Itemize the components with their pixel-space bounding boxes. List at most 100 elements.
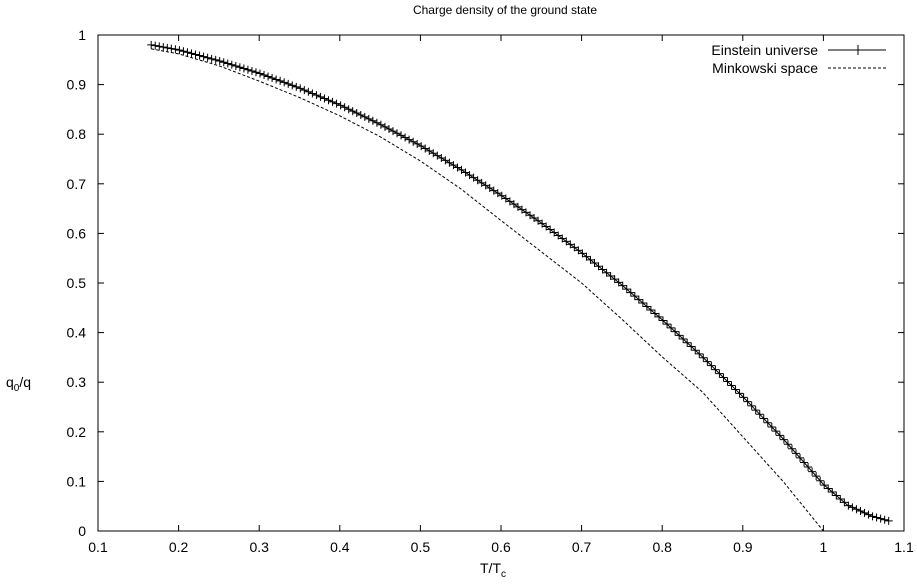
series-point-einstein	[880, 515, 889, 524]
series-point-einstein	[715, 369, 724, 378]
series-point-einstein	[804, 463, 813, 472]
series-point-einstein	[513, 202, 522, 211]
series-point-einstein	[417, 142, 426, 151]
series-point-einstein	[304, 87, 313, 96]
series-point-einstein	[288, 81, 297, 90]
series-point-einstein	[860, 508, 869, 517]
series-point-einstein	[501, 194, 510, 203]
series-point-einstein	[175, 46, 184, 55]
series-point-einstein	[550, 228, 559, 237]
series-point-einstein	[199, 52, 208, 61]
series-point-einstein	[223, 59, 232, 68]
series-point-einstein	[727, 381, 736, 390]
series-point-einstein	[247, 66, 256, 75]
x-axis-label-base: T/T	[480, 560, 501, 576]
legend-label-minkowski: Minkowski space	[712, 60, 818, 76]
series-point-einstein	[167, 44, 176, 53]
y-tick-label: 0.4	[67, 325, 87, 341]
series-point-einstein	[352, 109, 361, 118]
series-point-einstein	[699, 353, 708, 362]
series-point-einstein	[316, 92, 325, 101]
x-tick-label: 0.7	[572, 539, 592, 555]
series-point-einstein	[292, 82, 301, 91]
series-point-einstein	[409, 137, 418, 146]
y-axis-label-rest: /q	[19, 374, 31, 390]
y-tick-label: 0.9	[67, 77, 87, 93]
series-point-einstein	[751, 406, 760, 415]
legend-marker-einstein	[853, 45, 863, 55]
y-tick-label: 0.8	[67, 126, 87, 142]
series-point-einstein	[534, 216, 543, 225]
series-point-einstein	[703, 357, 712, 366]
series-point-einstein	[763, 418, 772, 427]
series-point-einstein	[151, 41, 160, 50]
series-point-einstein	[384, 124, 393, 133]
series-point-einstein	[679, 335, 688, 344]
series-point-einstein	[272, 75, 281, 84]
x-tick-label: 1.1	[894, 539, 914, 555]
y-axis: 0 0.1 0.2 0.3 0.4 0.5 0.6 0.7 0.8 0.9 1	[67, 27, 904, 539]
series-point-einstein	[380, 122, 389, 131]
series-point-einstein	[755, 410, 764, 419]
series-point-einstein	[159, 43, 168, 52]
series-point-einstein	[268, 73, 277, 82]
series-point-einstein	[284, 79, 293, 88]
series-point-einstein	[808, 467, 817, 476]
series-point-einstein	[449, 161, 458, 170]
series-point-einstein	[485, 183, 494, 192]
series-point-einstein	[191, 50, 200, 59]
series-point-einstein	[747, 401, 756, 410]
series-point-einstein	[328, 97, 337, 106]
x-axis-label-subscript: c	[501, 569, 506, 580]
y-axis-label-subscript: 0	[14, 383, 20, 394]
series-point-einstein	[707, 361, 716, 370]
series-point-einstein	[280, 78, 289, 87]
series-line-einstein	[151, 44, 890, 522]
series-point-einstein	[852, 505, 861, 514]
series-point-einstein	[828, 488, 837, 497]
series-point-einstein	[650, 309, 659, 318]
series-point-einstein	[590, 259, 599, 268]
series-point-einstein	[630, 292, 639, 301]
series-point-einstein	[481, 181, 490, 190]
x-tick-label: 1	[820, 539, 828, 555]
series-point-einstein	[530, 213, 539, 222]
series-point-einstein	[388, 127, 397, 136]
series-point-einstein	[493, 189, 502, 198]
series-point-einstein	[671, 327, 680, 336]
x-axis-label: T/Tc	[480, 560, 506, 580]
series-point-einstein	[425, 146, 434, 155]
y-tick-label: 0.6	[67, 225, 87, 241]
series-point-einstein	[864, 510, 873, 519]
series-point-einstein	[614, 278, 623, 287]
series-point-einstein	[505, 197, 514, 206]
series-point-einstein	[602, 268, 611, 277]
series-point-einstein	[832, 491, 841, 500]
series-point-einstein	[570, 243, 579, 252]
series-point-einstein	[574, 246, 583, 255]
x-tick-label: 0.9	[733, 539, 753, 555]
series-point-einstein	[562, 237, 571, 246]
series-point-einstein	[219, 58, 228, 67]
series-point-einstein	[812, 472, 821, 481]
series-point-einstein	[155, 42, 164, 51]
series-point-einstein	[368, 116, 377, 125]
series-point-einstein	[453, 163, 462, 172]
series-point-einstein	[509, 200, 518, 209]
series-point-einstein	[147, 40, 156, 49]
y-axis-label-base: q	[6, 374, 14, 390]
series-layer	[147, 40, 893, 532]
series-point-einstein	[441, 156, 450, 165]
series-point-einstein	[332, 99, 341, 108]
series-point-einstein	[227, 60, 236, 69]
series-point-einstein	[767, 422, 776, 431]
series-point-einstein	[646, 305, 655, 314]
series-point-einstein	[195, 51, 204, 60]
series-point-einstein	[683, 338, 692, 347]
y-axis-label: q0/q	[6, 374, 31, 394]
series-point-einstein	[264, 72, 273, 81]
series-point-einstein	[183, 48, 192, 57]
series-point-einstein	[356, 110, 365, 119]
series-point-einstein	[376, 120, 385, 129]
x-tick-label: 0.1	[88, 539, 108, 555]
